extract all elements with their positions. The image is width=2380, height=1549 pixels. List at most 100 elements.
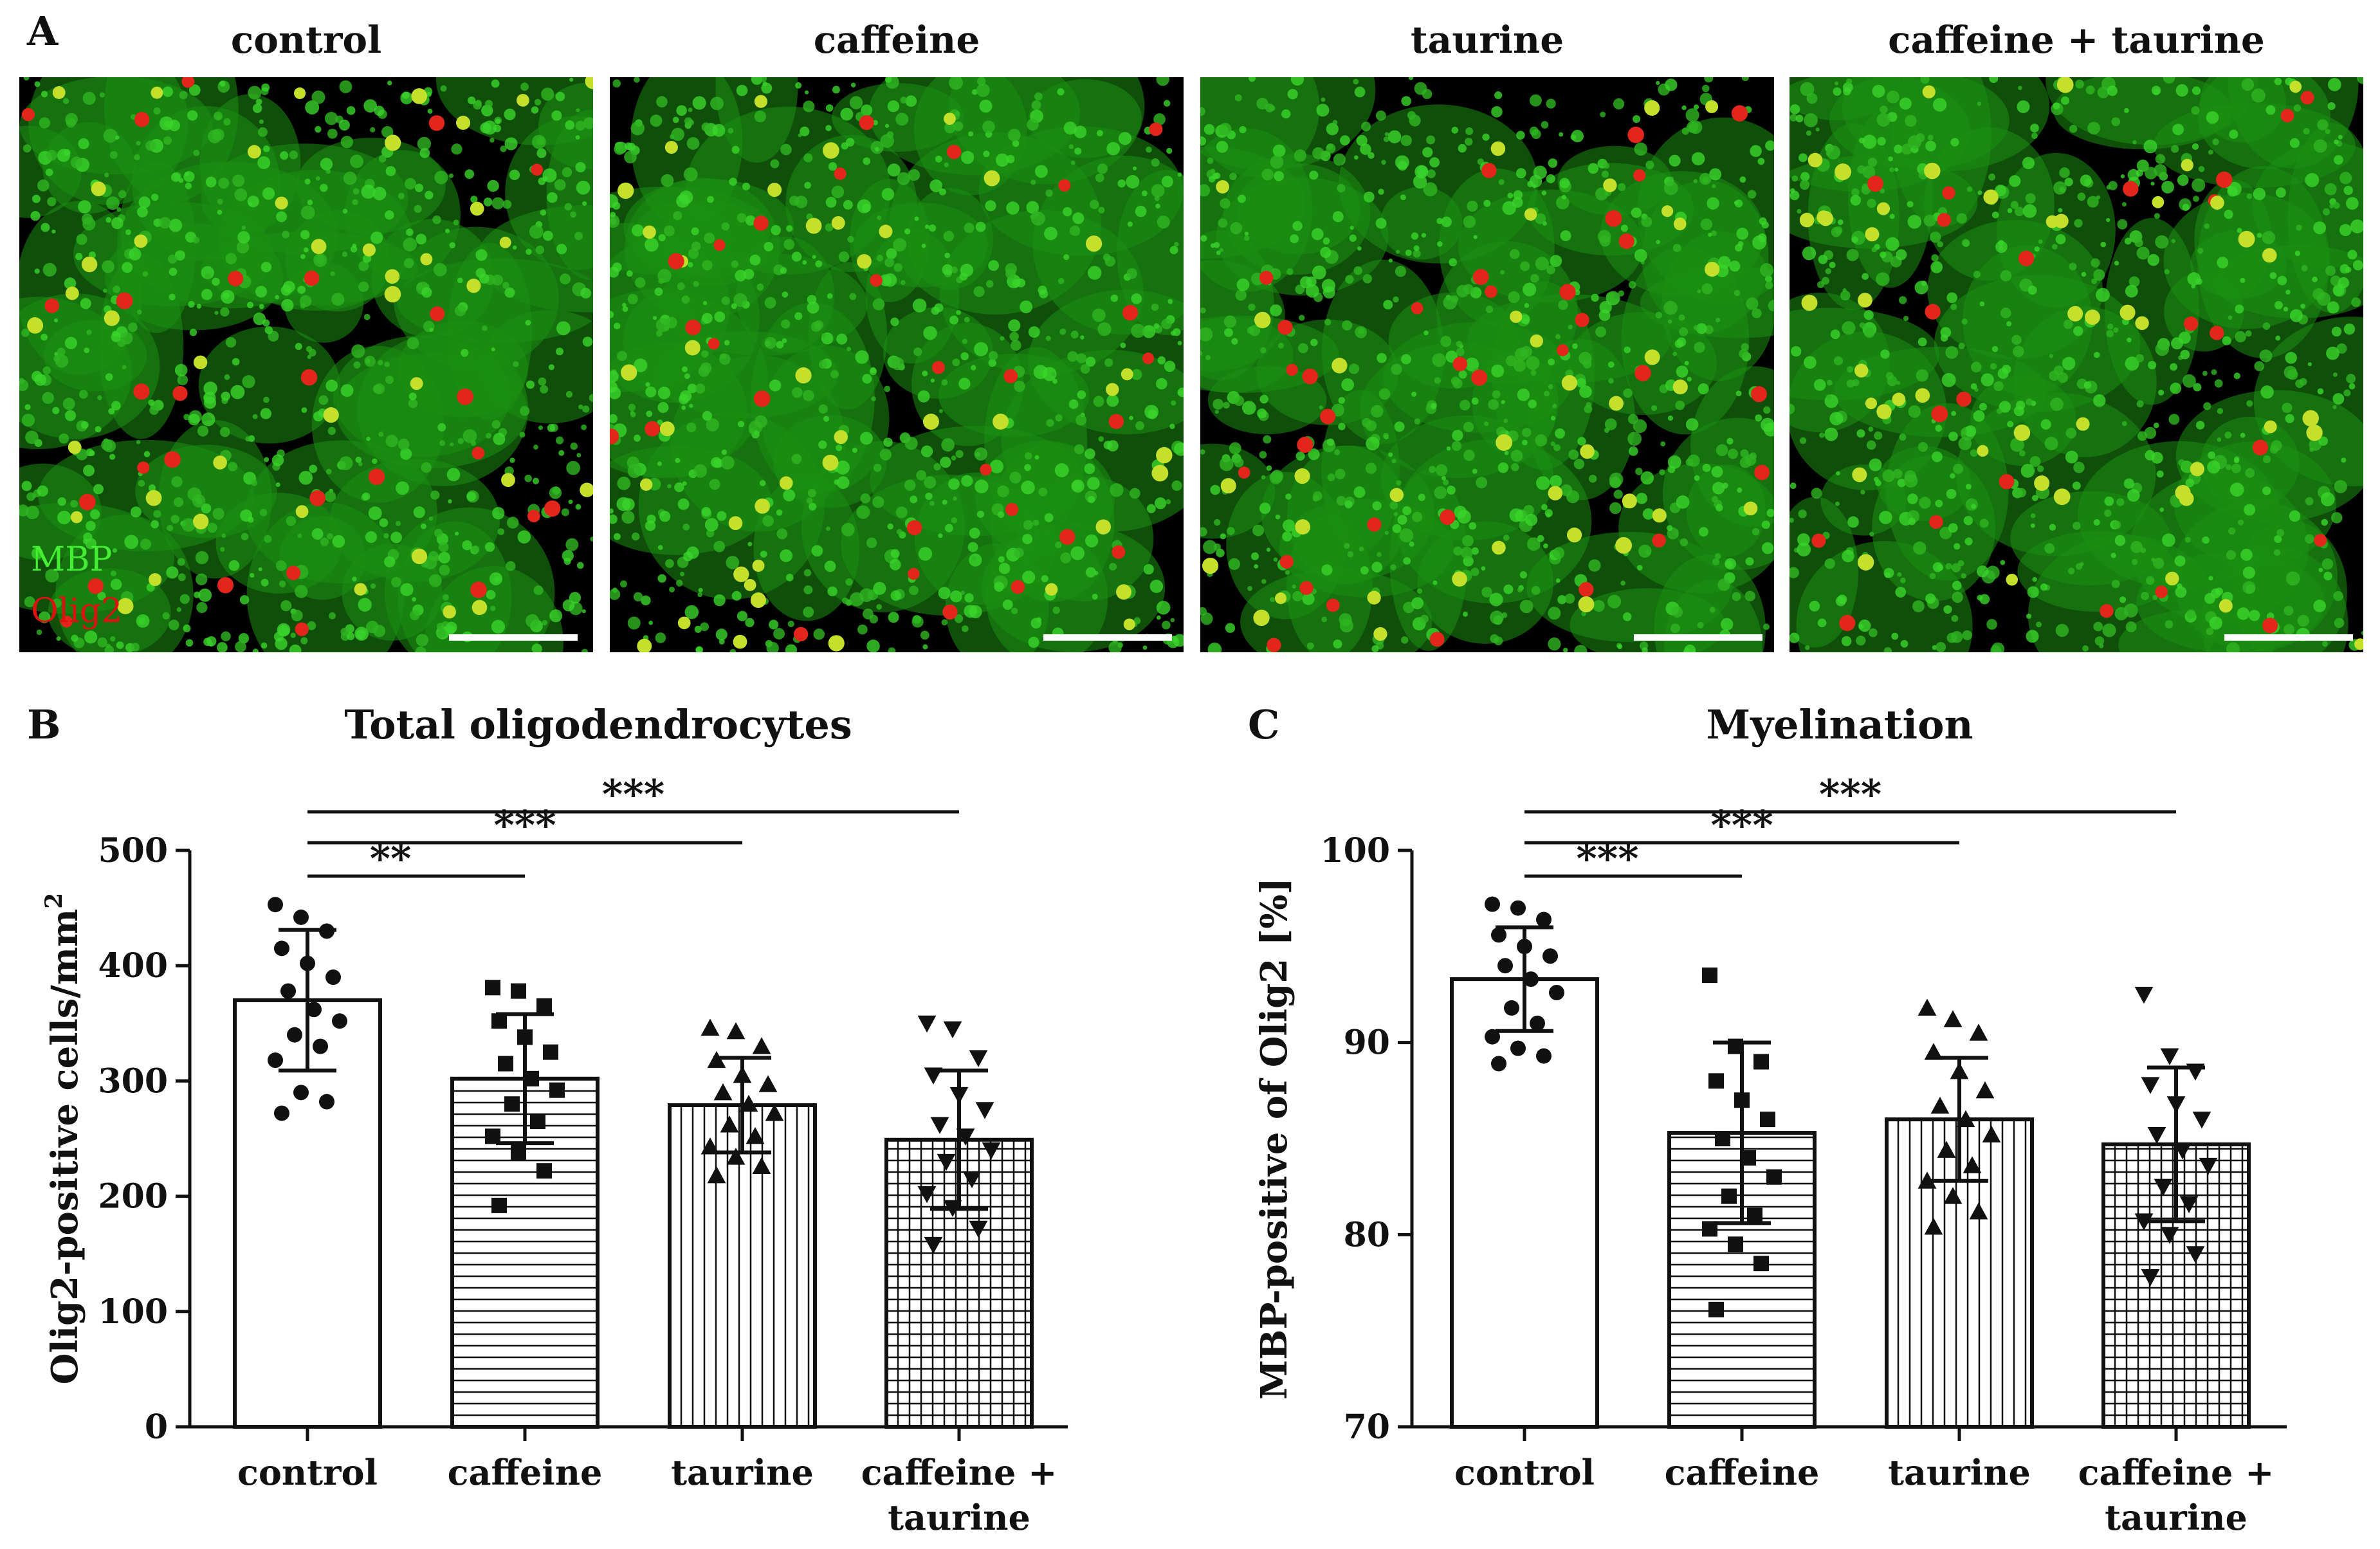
mbp-process <box>2170 363 2177 371</box>
mbp-process <box>2192 86 2201 95</box>
mbp-process <box>1951 615 1959 622</box>
olig2-nucleus <box>420 253 433 266</box>
mbp-process <box>1031 100 1041 110</box>
mbp-process <box>1252 524 1265 536</box>
mbp-process <box>167 524 174 531</box>
mbp-process <box>645 382 650 387</box>
mbp-process <box>1286 268 1294 275</box>
mbp-process <box>681 405 686 410</box>
mbp-process <box>1045 189 1053 197</box>
mbp-process <box>988 359 996 367</box>
mbp-process <box>922 370 928 377</box>
mbp-process <box>2229 129 2238 139</box>
olig2-nucleus <box>728 516 743 531</box>
mbp-process <box>1671 606 1683 618</box>
olig2-nucleus <box>2034 475 2050 491</box>
mbp-process <box>1275 514 1281 520</box>
mbp-process <box>1818 255 1828 264</box>
mbp-process <box>578 404 583 410</box>
mbp-process <box>665 559 674 568</box>
mbp-process <box>383 533 389 538</box>
mbp-process <box>1874 431 1883 440</box>
olig2-nucleus <box>137 461 150 474</box>
mbp-process <box>338 119 350 131</box>
mbp-process <box>1453 546 1463 556</box>
mbp-process <box>2044 543 2055 554</box>
mbp-process <box>151 194 159 201</box>
mbp-process <box>1684 360 1689 366</box>
mbp-process <box>416 234 427 245</box>
mbp-process <box>502 199 512 209</box>
mbp-process <box>953 121 964 131</box>
olig2-nucleus <box>65 286 79 300</box>
mbp-process <box>1092 308 1106 322</box>
mbp-process <box>1038 487 1048 497</box>
data-point <box>1510 1040 1526 1056</box>
mbp-process <box>45 169 53 176</box>
mbp-process <box>396 520 401 526</box>
mbp-process <box>1609 502 1622 515</box>
mbp-process <box>1669 154 1681 167</box>
mbp-process <box>1896 381 1901 385</box>
mbp-process <box>1568 324 1573 330</box>
mbp-process <box>650 115 663 127</box>
mbp-process <box>1685 108 1699 122</box>
mbp-process <box>533 445 538 450</box>
data-point <box>268 897 283 913</box>
mbp-process <box>2266 105 2276 115</box>
mbp-process <box>493 432 506 445</box>
mbp-process <box>104 172 109 178</box>
mbp-process <box>2240 549 2253 561</box>
mbp-process <box>1759 263 1774 277</box>
mbp-process <box>1321 616 1328 623</box>
mbp-process <box>2010 201 2019 209</box>
olig2-nucleus <box>944 113 956 125</box>
olig2-nucleus <box>1559 284 1576 300</box>
mbp-process <box>2106 329 2114 338</box>
mbp-process <box>729 178 737 186</box>
mbp-process <box>1676 365 1689 378</box>
olig2-nucleus <box>501 473 515 488</box>
mbp-process <box>2212 138 2219 145</box>
mbp-process <box>300 230 310 239</box>
mbp-process <box>1672 351 1678 356</box>
mbp-process <box>2245 330 2252 337</box>
mbp-process <box>342 252 348 257</box>
micrograph-title-taurine: taurine <box>1410 18 1564 62</box>
olig2-nucleus <box>145 490 162 506</box>
mbp-process <box>2136 169 2143 177</box>
mbp-process <box>1306 642 1314 650</box>
mbp-process <box>1227 527 1235 535</box>
mbp-process <box>1263 435 1272 444</box>
mbp-process <box>711 457 722 468</box>
mbp-process <box>1103 253 1111 262</box>
mbp-process <box>1200 184 1211 197</box>
mbp-process <box>1393 296 1399 303</box>
olig2-nucleus <box>2181 159 2193 172</box>
mbp-process <box>2245 468 2255 478</box>
mbp-process <box>1336 495 1346 506</box>
mbp-process <box>852 447 857 453</box>
mbp-process <box>1151 184 1165 197</box>
mbp-process <box>1701 283 1713 295</box>
mbp-process <box>1391 459 1396 464</box>
mbp-process <box>1345 275 1354 284</box>
mbp-process <box>281 298 294 312</box>
olig2-nucleus <box>362 243 376 257</box>
mbp-process <box>169 218 183 232</box>
olig2-nucleus <box>1580 444 1595 459</box>
mbp-process <box>2343 323 2356 335</box>
bar-pattern <box>452 1078 598 1416</box>
mbp-process <box>1528 399 1537 408</box>
mbp-process <box>105 643 111 648</box>
data-point <box>293 1085 309 1101</box>
mbp-process <box>2193 383 2202 392</box>
mbp-process <box>2193 196 2199 202</box>
x-tick-label: caffeine + <box>2078 1452 2275 1493</box>
y-tick-label: 500 <box>98 831 168 870</box>
mbp-process <box>531 106 539 114</box>
mbp-process <box>2120 174 2125 179</box>
mbp-process <box>1790 114 1797 122</box>
mbp-process <box>737 213 747 223</box>
mbp-process <box>262 187 275 200</box>
